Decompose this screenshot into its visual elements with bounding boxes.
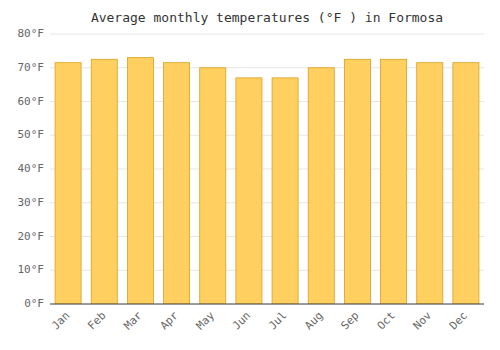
grid-line [50,34,484,35]
bar [127,58,153,304]
y-tick-label: 20°F [18,230,45,243]
bar [272,78,298,304]
x-tick-label: Aug [302,309,325,332]
x-tick-label: Mar [121,309,145,333]
bar [200,68,226,304]
x-tick-label: Jan [49,309,72,332]
x-tick-label: Dec [447,309,470,332]
x-tick-label: Apr [158,309,182,333]
y-tick-label: 30°F [18,196,45,209]
y-tick-label: 10°F [18,263,45,276]
y-tick-label: 50°F [18,128,45,141]
bar [55,63,81,304]
y-tick-label: 70°F [18,61,45,74]
x-tick-label: Jun [230,309,253,332]
bar [417,63,443,304]
y-tick-label: 0°F [24,297,44,310]
grid-line [50,304,484,305]
chart-container: 0°F 10°F 20°F 30°F 40°F 50°F 60°F 70°F 80°F Jan Fe… [0,0,500,350]
x-tick-label: Nov [411,309,435,333]
x-tick-label: Feb [85,309,108,332]
y-tick-label: 40°F [18,162,45,175]
x-axis-line [50,304,484,305]
chart: 0°F 10°F 20°F 30°F 40°F 50°F 60°F 70°F 80°F Jan Fe… [0,0,500,350]
title: Average monthly temperatures (°F ) in Fo… [91,10,443,25]
y-tick-label: 80°F [18,27,45,40]
bar [308,68,334,304]
x-tick-label: Sep [338,309,361,332]
y-tick-label: 60°F [18,95,45,108]
bar [381,59,407,304]
bars [55,58,479,304]
bar [236,78,262,304]
page: {"chart_data": {"type": "bar", "title": … [0,0,500,350]
bar [164,63,190,304]
bar [453,63,479,304]
bar [91,59,117,304]
x-tick-label: Jul [266,309,289,332]
bar [344,59,370,304]
x-tick-label: Oct [375,309,398,332]
x-tick-label: May [194,309,218,333]
y-grid [50,34,484,304]
